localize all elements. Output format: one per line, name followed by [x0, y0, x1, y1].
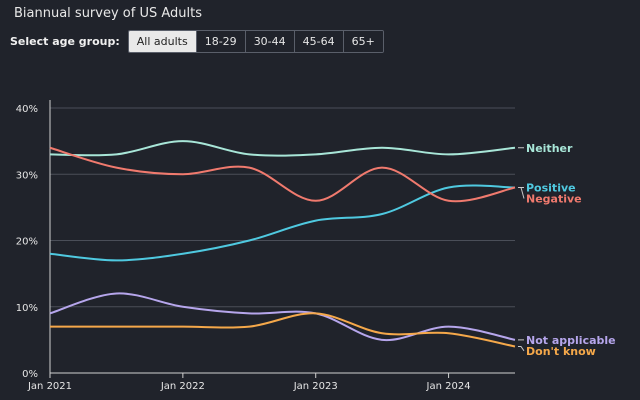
y-tick-label: 20%: [16, 237, 38, 248]
age-group-selector: Select age group: All adults 18-29 30-44…: [10, 30, 384, 53]
x-tick-label: Jan 2021: [27, 381, 72, 392]
age-button-all-adults[interactable]: All adults: [128, 31, 196, 52]
age-group-label: Select age group:: [10, 35, 120, 48]
chart-subtitle: Biannual survey of US Adults: [14, 6, 202, 21]
age-button-45-64[interactable]: 45-64: [293, 31, 343, 52]
series-line-not-applicable: [49, 292, 516, 342]
x-tick-label: Jan 2022: [160, 381, 205, 392]
series-line-don-t-know: [50, 312, 516, 348]
series-label-neither: Neither: [526, 142, 573, 155]
series-label-don-t-know: Don't know: [526, 345, 596, 358]
label-leader-don-t-know: [518, 346, 525, 352]
x-tick-label: Jan 2023: [293, 381, 338, 392]
x-tick-label: Jan 2024: [426, 381, 471, 392]
y-tick-label: 40%: [16, 104, 38, 115]
age-button-65-plus[interactable]: 65+: [342, 31, 383, 52]
label-leader-negative: [518, 187, 525, 199]
y-tick-label: 10%: [16, 303, 38, 314]
y-tick-label: 0%: [22, 369, 38, 380]
age-button-18-29[interactable]: 18-29: [195, 31, 245, 52]
y-tick-label: 30%: [16, 170, 38, 181]
series-label-negative: Negative: [526, 193, 582, 206]
age-group-buttons: All adults 18-29 30-44 45-64 65+: [127, 30, 384, 53]
series-line-negative: [49, 146, 516, 203]
age-button-30-44[interactable]: 30-44: [244, 31, 294, 52]
series-line-positive: [49, 184, 516, 262]
series-label-positive: Positive: [526, 182, 576, 195]
series-label-not-applicable: Not applicable: [526, 334, 616, 347]
series-line-neither: [49, 140, 516, 157]
